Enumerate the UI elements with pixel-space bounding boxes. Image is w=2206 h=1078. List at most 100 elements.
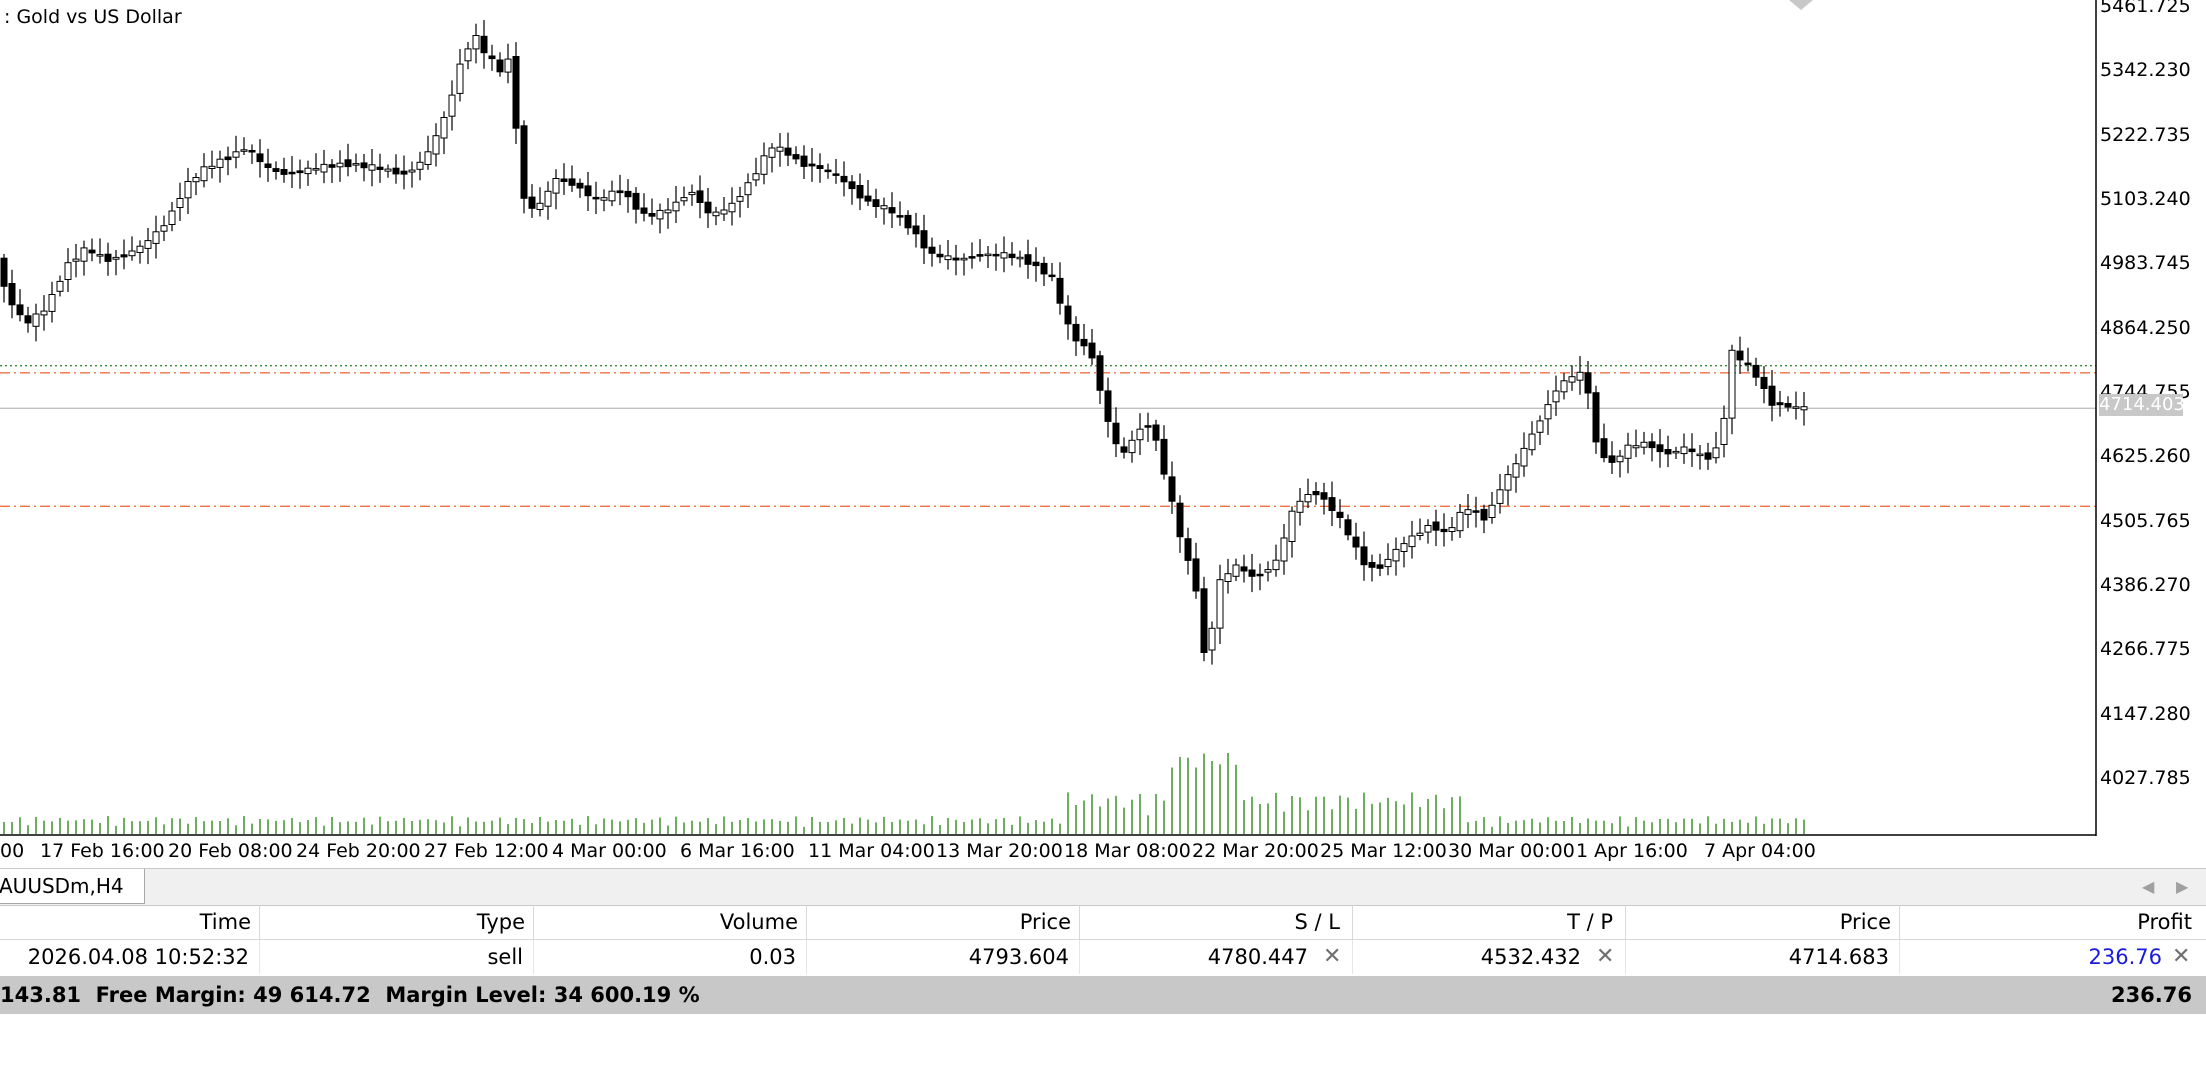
tab-scroll-left-icon[interactable]: ◀ [2142, 877, 2155, 896]
candle-body [704, 201, 712, 214]
candle-body [344, 159, 352, 168]
candle-body [912, 225, 920, 235]
candle-body [1424, 525, 1432, 533]
candle-body [448, 94, 456, 117]
candle-body [1048, 274, 1056, 278]
time-tick-label: 1 Apr 16:00 [1576, 840, 1688, 862]
header-current-price[interactable]: Price [1626, 905, 1900, 939]
candle-body [584, 185, 592, 197]
candle-body [496, 59, 504, 73]
candle-body [1752, 364, 1760, 378]
current-price-label: 4714.403 [2099, 394, 2185, 416]
candle-body [1224, 573, 1232, 583]
tab-scroll-right-icon[interactable]: ▶ [2176, 877, 2189, 896]
candle-body [1560, 380, 1568, 393]
candle-body [128, 250, 136, 257]
remove-take-profit-close-icon[interactable]: ✕ [1596, 944, 1615, 969]
chart-level-lines [0, 365, 2096, 507]
candle-body [1016, 256, 1024, 260]
candle-body [856, 185, 864, 199]
candle-body [880, 205, 888, 210]
candle-body [512, 56, 520, 129]
time-tick-label: 11 Mar 04:00 [808, 840, 935, 862]
candle-body [544, 190, 552, 207]
candle-body [1552, 390, 1560, 403]
candle-body [1736, 350, 1744, 361]
header-time[interactable]: Time [0, 905, 260, 939]
candle-body [624, 190, 632, 198]
candle-body [1288, 510, 1296, 543]
header-price[interactable]: Price [807, 905, 1080, 939]
candle-body [800, 155, 808, 167]
candle-body [136, 245, 144, 253]
candle-body [1104, 390, 1112, 422]
candle-body [440, 117, 448, 139]
header-take-profit[interactable]: T / P [1353, 905, 1626, 939]
remove-stop-loss-close-icon[interactable]: ✕ [1323, 944, 1342, 969]
candle-body [104, 253, 112, 262]
candle-body [392, 167, 400, 175]
candle-body [1528, 433, 1536, 451]
chart-canvas[interactable] [0, 0, 2206, 836]
candle-body [184, 181, 192, 199]
candle-body [1072, 323, 1080, 342]
candle-body [1768, 385, 1776, 406]
cell-time: 2026.04.08 10:52:32 [0, 940, 260, 974]
candle-body [168, 210, 176, 225]
candle-body [1144, 425, 1152, 428]
account-summary-bar: 143.81 Free Margin: 49 614.72 Margin Lev… [0, 976, 2206, 1014]
header-profit[interactable]: Profit [2137, 910, 2192, 934]
one-click-trading-toggle-icon[interactable] [1789, 0, 1813, 10]
candle-body [424, 151, 432, 166]
candle-body [1760, 376, 1768, 389]
table-row[interactable]: 2026.04.08 10:52:32 sell 0.03 4793.604 4… [0, 940, 2206, 974]
candle-body [0, 257, 8, 287]
time-tick-label: 20 Feb 08:00 [168, 840, 293, 862]
candle-body [1080, 338, 1088, 347]
candle-body [1440, 528, 1448, 533]
candle-body [760, 155, 768, 175]
candle-body [1680, 446, 1688, 455]
candle-body [592, 196, 600, 200]
header-stop-loss[interactable]: S / L [1080, 905, 1353, 939]
candle-body [1576, 371, 1584, 381]
volume-bars [3, 753, 1805, 834]
header-volume[interactable]: Volume [534, 905, 807, 939]
candle-body [608, 190, 616, 202]
candle-body [480, 35, 488, 54]
candle-body [968, 256, 976, 259]
candle-body [1608, 455, 1616, 463]
chart-tab-bar: AUUSDm,H4 ◀ ▶ [0, 868, 2206, 906]
price-chart[interactable]: : Gold vs US Dollar [0, 0, 2097, 836]
candle-body [712, 211, 720, 217]
candle-body [1232, 564, 1240, 577]
candle-body [920, 230, 928, 249]
candle-body [416, 161, 424, 170]
candle-body [160, 225, 168, 232]
candle-body [1648, 441, 1656, 449]
candle-body [248, 150, 256, 153]
candle-body [816, 165, 824, 170]
price-tick-label: 4386.270 [2100, 573, 2191, 596]
header-type[interactable]: Type [260, 905, 534, 939]
candle-body [840, 175, 848, 183]
candle-body [432, 135, 440, 155]
candle-body [1800, 406, 1808, 411]
candle-body [896, 215, 904, 218]
candle-body [200, 166, 208, 182]
candle-body [1240, 566, 1248, 572]
candle-body [976, 254, 984, 257]
candle-body [688, 191, 696, 196]
candle-body [232, 151, 240, 158]
chart-tab-symbol[interactable]: AUUSDm,H4 [0, 869, 145, 904]
candle-body [1400, 543, 1408, 552]
candle-body [656, 209, 664, 220]
candle-body [1064, 305, 1072, 325]
close-position-close-icon[interactable]: ✕ [2172, 944, 2191, 969]
candle-body [1160, 438, 1168, 475]
cell-price: 4793.604 [807, 940, 1080, 974]
candle-body [864, 195, 872, 202]
candle-body [744, 182, 752, 196]
candle-body [96, 254, 104, 257]
candle-body [488, 55, 496, 60]
